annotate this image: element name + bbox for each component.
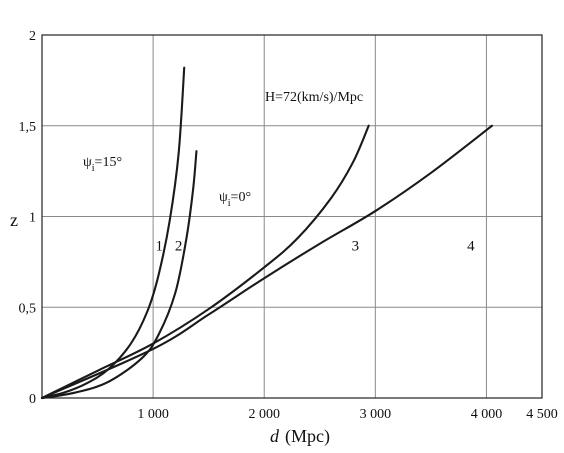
series-4-label: 4 <box>467 239 475 255</box>
psi15-subscript: i <box>92 163 95 174</box>
series-4-line <box>40 124 494 400</box>
series-2-label: 2 <box>175 239 183 255</box>
grid-layer <box>42 35 542 398</box>
psi15-value: =15° <box>95 155 123 170</box>
psi15-symbol: ψ <box>83 155 92 170</box>
series-1-label: 1 <box>155 239 163 255</box>
series-3-line <box>40 124 370 400</box>
psi0-subscript: i <box>228 198 231 209</box>
plot-frame <box>41 34 543 399</box>
x-tick-label: 2 000 <box>248 407 280 422</box>
tick-labels: 1 000 2 000 3 000 4 000 4 500 0 0,5 1 1,5 2 <box>19 29 558 422</box>
series-2-line <box>40 150 198 400</box>
psi0-symbol: ψ <box>219 190 228 205</box>
psi0-annotation: ψi=0° <box>219 190 251 209</box>
x-tick-label: 4 500 <box>526 407 558 422</box>
y-tick-label: 0 <box>29 392 36 407</box>
x-tick-label: 1 000 <box>137 407 169 422</box>
y-tick-label: 2 <box>29 29 36 44</box>
series-3-label: 3 <box>352 239 360 255</box>
x-tick-label: 3 000 <box>360 407 392 422</box>
y-tick-label: 1 <box>29 211 36 226</box>
x-axis-label-unit: (Mpc) <box>285 426 330 447</box>
series-1-line <box>40 66 186 400</box>
psi15-annotation: ψi=15° <box>83 155 122 174</box>
x-axis-label: d (Mpc) <box>270 426 330 447</box>
x-axis-label-var: d <box>270 426 280 446</box>
y-tick-label: 0,5 <box>19 301 37 316</box>
x-tick-label: 4 000 <box>471 407 503 422</box>
y-axis-label: z <box>10 210 18 230</box>
hubble-annotation: H=72(km/s)/Mpc <box>265 90 363 105</box>
psi0-value: =0° <box>231 190 252 205</box>
y-tick-label: 1,5 <box>19 120 37 135</box>
